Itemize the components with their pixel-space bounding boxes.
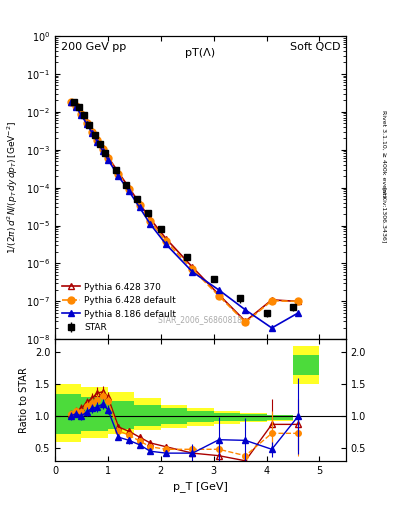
Pythia 6.428 370 <box>116 169 121 176</box>
Pythia 8.186 default <box>190 269 195 275</box>
Pythia 8.186 default <box>137 204 142 210</box>
Pythia 6.428 370 <box>190 264 195 270</box>
Pythia 6.428 370 <box>74 103 79 109</box>
Pythia 6.428 370 <box>95 136 100 142</box>
Pythia 6.428 default <box>95 137 100 143</box>
Pythia 8.186 default <box>296 310 301 316</box>
Pythia 8.186 default <box>164 241 169 247</box>
Pythia 6.428 default <box>243 319 248 326</box>
Pythia 8.186 default <box>148 221 152 227</box>
Pythia 6.428 370 <box>296 298 301 305</box>
Text: Rivet 3.1.10, ≥ 400k events: Rivet 3.1.10, ≥ 400k events <box>381 110 386 198</box>
Pythia 8.186 default <box>217 287 221 293</box>
Pythia 8.186 default <box>127 188 131 195</box>
Pythia 8.186 default <box>79 112 84 118</box>
Pythia 6.428 default <box>79 111 84 117</box>
Pythia 6.428 default <box>137 202 142 208</box>
Pythia 8.186 default <box>68 99 73 105</box>
Text: STAR_2006_S6860818: STAR_2006_S6860818 <box>158 315 243 324</box>
Pythia 6.428 default <box>217 293 221 299</box>
Pythia 6.428 370 <box>217 292 221 298</box>
Pythia 8.186 default <box>74 104 79 110</box>
Pythia 6.428 370 <box>90 127 94 134</box>
Pythia 8.186 default <box>243 307 248 313</box>
Text: [arXiv:1306.3436]: [arXiv:1306.3436] <box>381 187 386 243</box>
Legend: Pythia 6.428 370, Pythia 6.428 default, Pythia 8.186 default, STAR: Pythia 6.428 370, Pythia 6.428 default, … <box>59 280 178 335</box>
Pythia 8.186 default <box>100 147 105 154</box>
Pythia 6.428 370 <box>79 111 84 117</box>
Pythia 6.428 default <box>84 119 89 125</box>
Pythia 6.428 default <box>127 186 131 193</box>
Pythia 8.186 default <box>95 139 100 145</box>
Pythia 6.428 370 <box>270 297 274 303</box>
Line: Pythia 6.428 default: Pythia 6.428 default <box>68 98 302 326</box>
Pythia 8.186 default <box>270 325 274 331</box>
Pythia 8.186 default <box>84 121 89 127</box>
Line: Pythia 6.428 370: Pythia 6.428 370 <box>68 98 302 325</box>
Pythia 6.428 370 <box>243 318 248 324</box>
Pythia 6.428 default <box>74 103 79 109</box>
Pythia 6.428 default <box>68 98 73 104</box>
Text: Soft QCD: Soft QCD <box>290 42 340 52</box>
Pythia 6.428 370 <box>106 154 110 160</box>
Pythia 6.428 default <box>296 298 301 305</box>
Pythia 6.428 default <box>164 239 169 245</box>
Pythia 6.428 370 <box>100 145 105 151</box>
Pythia 6.428 370 <box>148 216 152 222</box>
Pythia 6.428 370 <box>84 118 89 124</box>
Pythia 6.428 370 <box>68 98 73 104</box>
Pythia 6.428 370 <box>127 184 131 190</box>
Pythia 6.428 370 <box>164 236 169 242</box>
Pythia 6.428 default <box>90 129 94 135</box>
Pythia 6.428 default <box>148 218 152 224</box>
Pythia 6.428 default <box>190 266 195 272</box>
Line: Pythia 8.186 default: Pythia 8.186 default <box>68 99 302 331</box>
Pythia 6.428 default <box>270 297 274 304</box>
Pythia 8.186 default <box>116 173 121 179</box>
Pythia 8.186 default <box>90 130 94 136</box>
Y-axis label: $1/(2\pi)\,d^2N/(p_T\,dy\,dp_T)\,[\mathrm{GeV}^{-2}]$: $1/(2\pi)\,d^2N/(p_T\,dy\,dp_T)\,[\mathr… <box>6 121 20 254</box>
Pythia 8.186 default <box>106 157 110 163</box>
Pythia 6.428 default <box>116 171 121 177</box>
Pythia 6.428 370 <box>137 201 142 207</box>
Text: pT(Λ): pT(Λ) <box>185 48 215 58</box>
Pythia 6.428 default <box>100 146 105 152</box>
Y-axis label: Ratio to STAR: Ratio to STAR <box>19 367 29 433</box>
X-axis label: p_T [GeV]: p_T [GeV] <box>173 481 228 492</box>
Pythia 6.428 default <box>106 155 110 161</box>
Text: 200 GeV pp: 200 GeV pp <box>61 42 126 52</box>
